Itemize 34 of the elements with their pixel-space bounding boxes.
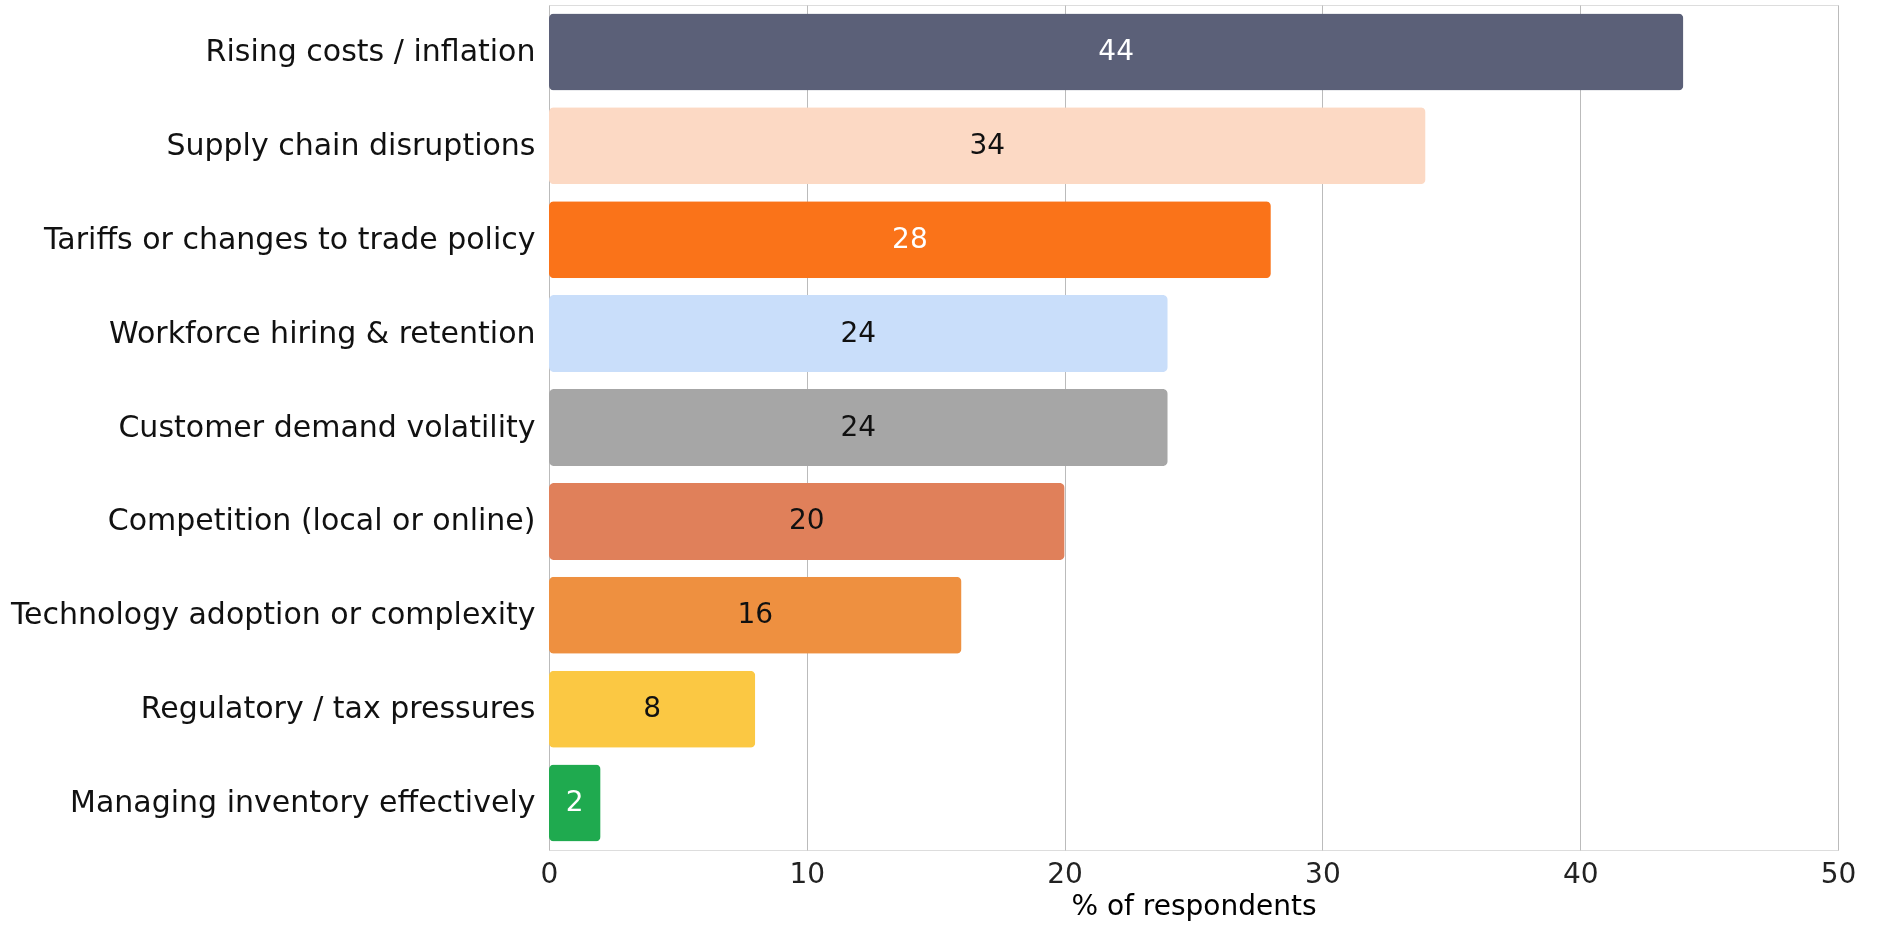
x-tick-label: 30 <box>1305 856 1341 890</box>
bar <box>549 201 1271 279</box>
y-tick-label: Workforce hiring & retention <box>109 314 536 350</box>
x-tick-label: 0 <box>540 856 559 890</box>
y-tick-label: Technology adoption or complexity <box>9 596 536 632</box>
bar <box>549 295 1168 373</box>
x-tick-label: 20 <box>1047 856 1083 890</box>
x-tick-label: 10 <box>789 856 826 890</box>
y-tick-label: Competition (local or online) <box>107 502 536 538</box>
y-tick-label: Regulatory / tax pressures <box>140 690 536 726</box>
bar <box>549 107 1426 185</box>
y-tick-label: Rising costs / inflation <box>205 32 536 68</box>
bar <box>549 764 601 842</box>
x-axis-title: % of respondents <box>1071 888 1317 922</box>
y-tick-label: Tariffs or changes to trade policy <box>42 220 536 256</box>
data-label: 24 <box>840 409 877 443</box>
data-label: 2 <box>565 785 584 819</box>
bar <box>549 389 1168 466</box>
data-label: 24 <box>840 315 877 349</box>
data-label: 20 <box>788 503 825 537</box>
bar <box>549 13 1684 91</box>
bar <box>549 670 756 748</box>
data-label: 8 <box>643 691 662 725</box>
data-label: 44 <box>1098 33 1134 67</box>
x-tick-label: 40 <box>1562 856 1599 890</box>
data-label: 34 <box>969 127 1006 161</box>
x-tick-label: 50 <box>1820 856 1857 890</box>
y-tick-label: Supply chain disruptions <box>166 126 536 162</box>
data-label: 28 <box>892 221 928 255</box>
y-tick-label: Managing inventory effectively <box>70 784 536 820</box>
bar <box>549 482 1065 560</box>
data-label: 16 <box>737 597 774 631</box>
y-tick-label: Customer demand volatility <box>118 408 536 444</box>
bar <box>549 576 962 654</box>
